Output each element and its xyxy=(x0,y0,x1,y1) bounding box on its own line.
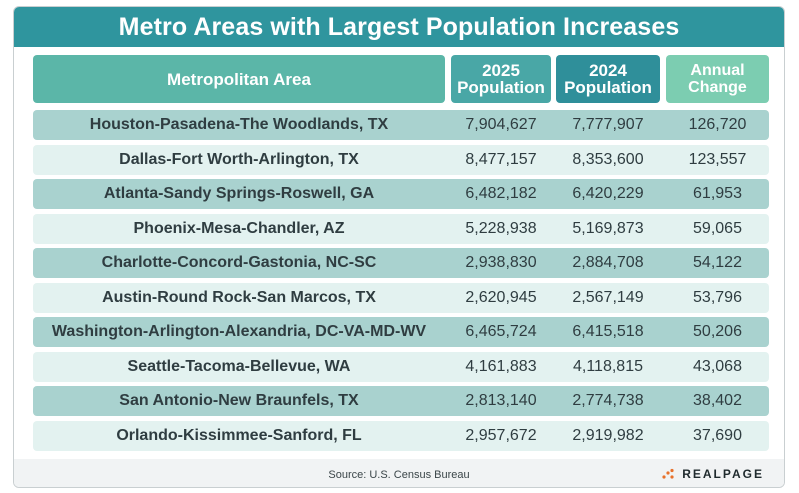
cell-2025-population: 6,482,182 xyxy=(465,185,537,202)
cell-2025-population: 2,813,140 xyxy=(465,392,537,409)
cell-2024-population: 6,415,518 xyxy=(572,323,644,340)
cell-2025-population: 5,228,938 xyxy=(465,219,537,237)
cell-metro-area: Orlando-Kissimmee-Sanford, FL xyxy=(116,426,362,444)
header-2025-population: 2025 Population xyxy=(451,55,551,103)
cell-2024-population: 7,777,907 xyxy=(572,116,644,133)
table-row: Seattle-Tacoma-Bellevue, WA 4,161,883 4,11… xyxy=(33,351,769,382)
cell-annual-change: 50,206 xyxy=(693,323,742,340)
cell-2025-population: 6,465,724 xyxy=(465,323,537,340)
header-annual-change: Annual Change xyxy=(666,55,769,103)
cell-2025-population: 2,938,830 xyxy=(465,254,537,271)
header-2025-line1: 2025 xyxy=(482,61,520,80)
header-change-line2: Change xyxy=(688,79,747,96)
cell-2024-population: 2,774,738 xyxy=(572,392,644,409)
header-2024-line1: 2024 xyxy=(589,61,627,80)
cell-metro-area: Houston-Pasadena-The Woodlands, TX xyxy=(89,116,389,133)
cell-metro-area: Atlanta-Sandy Springs-Roswell, GA xyxy=(103,185,375,202)
cell-2025-population: 8,477,157 xyxy=(465,150,537,168)
cell-metro-area: Dallas-Fort Worth-Arlington, TX xyxy=(119,150,359,168)
table-row: Austin-Round Rock-San Marcos, TX 2,620,94… xyxy=(33,282,769,313)
cell-annual-change: 53,796 xyxy=(693,288,742,306)
cell-annual-change: 37,690 xyxy=(693,426,742,444)
cell-annual-change: 38,402 xyxy=(693,392,742,409)
table-row: San Antonio-New Braunfels, TX 2,813,140 2,… xyxy=(33,386,769,416)
cell-2024-population: 2,919,982 xyxy=(572,426,644,444)
table-row: Orlando-Kissimmee-Sanford, FL 2,957,672 2,… xyxy=(33,420,769,451)
cell-annual-change: 54,122 xyxy=(693,254,742,271)
header-metropolitan-area: Metropolitan Area xyxy=(33,55,445,103)
cell-2024-population: 2,567,149 xyxy=(572,288,644,306)
cell-annual-change: 123,557 xyxy=(688,150,747,168)
cell-metro-area: Seattle-Tacoma-Bellevue, WA xyxy=(127,357,351,375)
cell-annual-change: 43,068 xyxy=(693,357,742,375)
table-row: Washington-Arlington-Alexandria, DC-VA-M… xyxy=(33,317,769,347)
cell-annual-change: 126,720 xyxy=(688,116,747,133)
cell-2024-population: 6,420,229 xyxy=(572,185,644,202)
cell-2024-population: 5,169,873 xyxy=(572,219,644,237)
cell-2025-population: 2,957,672 xyxy=(465,426,537,444)
table-row: Dallas-Fort Worth-Arlington, TX 8,477,157… xyxy=(33,144,769,175)
cell-2025-population: 4,161,883 xyxy=(465,357,537,375)
table-row: Phoenix-Mesa-Chandler, AZ 5,228,938 5,169,… xyxy=(33,213,769,244)
cell-metro-area: Washington-Arlington-Alexandria, DC-VA-M… xyxy=(51,323,427,340)
footer-band xyxy=(14,459,784,487)
header-2024-population: 2024 Population xyxy=(556,55,660,103)
source-note: Source: U.S. Census Bureau xyxy=(328,469,470,481)
cell-2024-population: 4,118,815 xyxy=(573,357,643,375)
cell-annual-change: 61,953 xyxy=(693,185,742,202)
cell-2024-population: 8,353,600 xyxy=(572,150,644,168)
header-2025-line2: Population xyxy=(457,78,545,97)
header-change-line1: Annual xyxy=(690,62,745,79)
cell-annual-change: 59,065 xyxy=(693,219,742,237)
cell-2025-population: 2,620,945 xyxy=(465,288,537,306)
cell-metro-area: Phoenix-Mesa-Chandler, AZ xyxy=(133,219,345,237)
cell-metro-area: San Antonio-New Braunfels, TX xyxy=(119,392,359,409)
chart-title: Metro Areas with Largest Population Incr… xyxy=(14,7,784,47)
logo-text: REALPAGE xyxy=(682,467,764,481)
table-row: Houston-Pasadena-The Woodlands, TX 7,904,… xyxy=(33,110,769,140)
cell-2024-population: 2,884,708 xyxy=(572,254,644,271)
cell-metro-area: Austin-Round Rock-San Marcos, TX xyxy=(102,288,376,306)
header-area-label: Metropolitan Area xyxy=(167,69,311,89)
logo-dots-icon xyxy=(662,468,674,479)
table-row: Charlotte-Concord-Gastonia, NC-SC 2,938,8… xyxy=(33,248,769,278)
cell-metro-area: Charlotte-Concord-Gastonia, NC-SC xyxy=(101,254,377,271)
cell-2025-population: 7,904,627 xyxy=(465,116,537,133)
header-2024-line2: Population xyxy=(564,78,652,97)
realpage-logo: REALPAGE xyxy=(662,467,764,481)
table-row: Atlanta-Sandy Springs-Roswell, GA 6,482,1… xyxy=(33,179,769,209)
chart-frame: Metro Areas with Largest Population Incr… xyxy=(13,6,785,488)
